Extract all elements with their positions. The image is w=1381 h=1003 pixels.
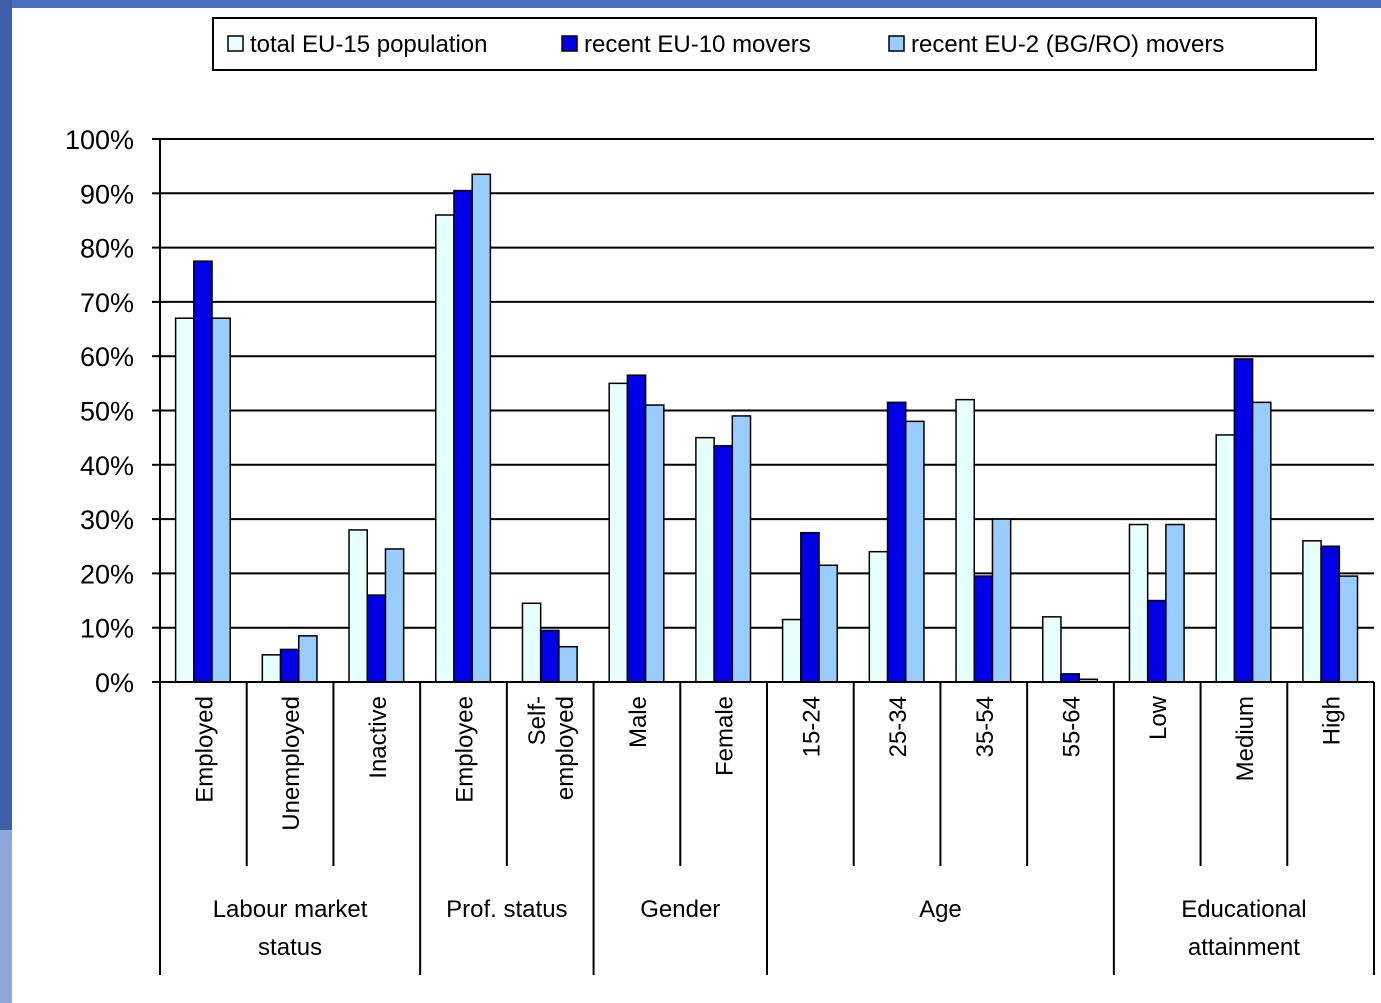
x-axis-group-labels: Labour market status Prof. status Gender Age… <box>213 896 1307 961</box>
x-axis-category-labels: Employed Unemployed Inactive Employee Self-e… <box>191 695 1345 830</box>
x-tick-label: Medium <box>1232 696 1259 781</box>
legend-swatch-series3 <box>888 35 905 52</box>
bar-1-10 <box>1042 616 1062 683</box>
bar-2-5 <box>626 374 647 683</box>
bar-3-8 <box>904 420 925 683</box>
group-label: Labour market status <box>213 896 368 961</box>
bar-1-4 <box>521 602 542 683</box>
y-tick-label: 20% <box>80 559 134 589</box>
x-tick-label: Male <box>625 696 652 748</box>
y-tick-label: 10% <box>80 614 134 644</box>
bar-1-7 <box>781 618 802 683</box>
bar-3-6 <box>731 415 752 683</box>
bar-1-1 <box>261 654 282 683</box>
x-tick-label: Self-employed <box>524 696 579 800</box>
bar-2-1 <box>279 648 300 683</box>
group-label: Educational attainment <box>1181 896 1306 961</box>
bar-3-3 <box>471 173 492 683</box>
x-tick-label: Unemployed <box>278 696 305 831</box>
legend-label-series3: recent EU-2 (BG/RO) movers <box>911 31 1224 58</box>
bar-2-12 <box>1233 358 1254 683</box>
y-tick-label: 70% <box>80 288 134 318</box>
bar-1-5 <box>608 382 629 683</box>
y-axis-tick-labels: 0% 10% 20% 30% 40% 50% 60% 70% 80% 90% 100% <box>65 125 134 698</box>
bar-2-8 <box>886 401 907 683</box>
y-tick-label: 100% <box>65 125 134 155</box>
bar-2-13 <box>1320 545 1341 683</box>
axes <box>159 139 1375 975</box>
legend-label-series1: total EU-15 population <box>250 31 488 58</box>
bar-1-3 <box>435 214 455 683</box>
bar-2-2 <box>366 594 387 683</box>
bar-1-2 <box>348 529 368 683</box>
bar-2-11 <box>1146 599 1167 683</box>
x-tick-label: 25-34 <box>885 696 912 757</box>
group-label: Gender <box>640 896 720 923</box>
bar-3-7 <box>818 564 838 683</box>
bar-1-12 <box>1215 434 1236 683</box>
bar-2-3 <box>453 189 473 683</box>
bar-1-6 <box>695 436 715 683</box>
x-tick-label: Employed <box>191 696 218 803</box>
bar-1-8 <box>868 550 889 683</box>
y-tick-label: 90% <box>80 179 134 209</box>
bar-3-2 <box>384 548 405 683</box>
bar-2-4 <box>539 629 560 683</box>
x-tick-label: 35-54 <box>972 696 999 757</box>
x-tick-label: Low <box>1145 695 1172 740</box>
bar-3-11 <box>1165 523 1185 683</box>
bar-2-9 <box>973 575 994 683</box>
y-tick-label: 80% <box>80 234 134 264</box>
bar-2-6 <box>713 445 734 683</box>
bar-3-4 <box>558 645 578 683</box>
legend-label-series2: recent EU-10 movers <box>584 31 811 58</box>
group-label: Age <box>919 896 962 923</box>
y-tick-label: 30% <box>80 505 134 535</box>
x-tick-label: 15-24 <box>798 696 825 757</box>
slide-left-band <box>0 0 12 1003</box>
legend-swatch-series1 <box>227 35 244 52</box>
bar-2-0 <box>193 260 213 683</box>
legend-swatch-series2 <box>561 35 578 52</box>
legend-box <box>212 17 1317 71</box>
bar-2-10 <box>1060 673 1080 683</box>
bar-1-0 <box>174 317 195 683</box>
y-tick-label: 60% <box>80 342 134 372</box>
legend: total EU-15 population recent EU-10 move… <box>212 17 1317 71</box>
bar-3-5 <box>644 404 665 683</box>
bar-3-1 <box>297 635 318 683</box>
bar-3-9 <box>991 518 1012 683</box>
x-tick-label: High <box>1319 696 1346 745</box>
bar-1-13 <box>1302 540 1322 683</box>
y-tick-label: 50% <box>80 397 134 427</box>
bar-3-0 <box>211 317 231 683</box>
x-tick-label: Employee <box>452 696 479 803</box>
x-tick-label: Female <box>712 696 739 776</box>
bar-3-13 <box>1338 575 1359 683</box>
bar-1-9 <box>955 398 975 683</box>
slide-left-band-pattern <box>0 830 12 1003</box>
x-tick-label: 55-64 <box>1059 696 1086 757</box>
x-tick-label: Inactive <box>365 696 392 779</box>
bar-3-12 <box>1251 401 1272 683</box>
y-tick-label: 40% <box>80 451 134 481</box>
slide-top-band <box>0 0 1381 8</box>
bar-2-7 <box>800 531 820 683</box>
y-tick-label: 0% <box>95 668 134 698</box>
group-label: Prof. status <box>446 896 567 923</box>
bar-1-11 <box>1128 523 1149 683</box>
